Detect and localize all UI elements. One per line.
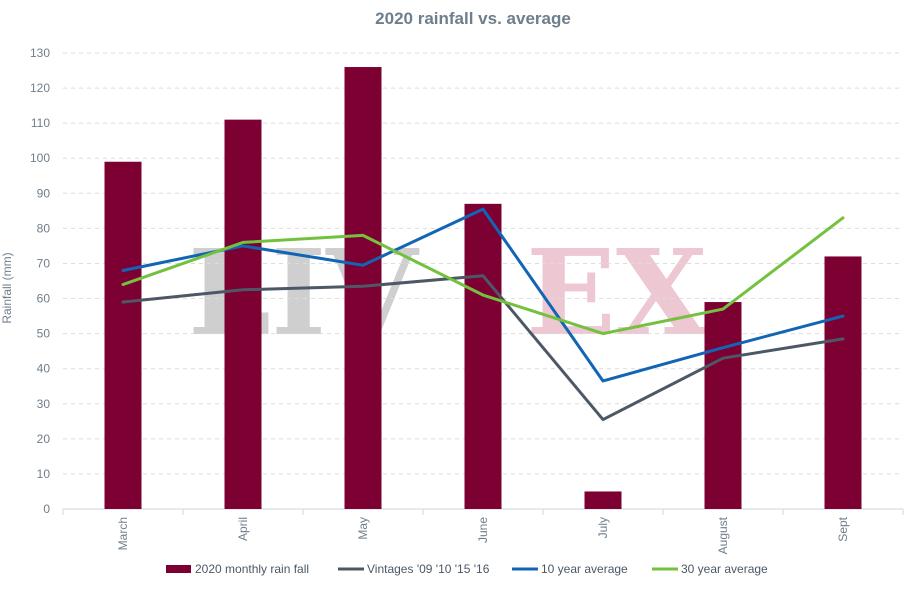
legend-item[interactable]: Vintages '09 '10 '15 '16 [338,562,490,576]
y-tick-label: 50 [37,327,51,341]
x-tick-label: March [116,517,130,550]
x-tick-label: Sept [836,516,850,541]
y-tick-label: 0 [43,502,50,516]
y-tick-label: 90 [37,186,51,200]
x-tick-label: August [716,516,730,554]
bar [584,491,622,509]
y-tick-label: 120 [30,81,50,95]
legend-label: 10 year average [541,562,628,576]
legend-item[interactable]: 10 year average [512,562,628,576]
bar [224,119,262,510]
y-axis-ticks: 0 10 20 30 40 50 60 70 80 90 100 110 120 130 [30,46,50,516]
x-axis: March April May June July August Sept [62,508,904,554]
bar [104,161,142,509]
line-series [121,207,845,422]
watermark-right: EX [526,223,708,362]
series-line [121,274,845,422]
x-tick-label: June [476,517,490,543]
y-tick-label: 70 [37,256,51,270]
x-tick-label: May [356,517,370,540]
y-tick-label: 20 [37,432,51,446]
y-axis-label: Rainfall (mm) [0,252,14,323]
bar [824,256,862,509]
watermark: LIV EX [188,223,708,362]
series-line [121,207,845,383]
y-tick-label: 80 [37,221,51,235]
legend-label: 2020 monthly rain fall [195,562,309,576]
legend-item[interactable]: 30 year average [652,562,768,576]
x-tick-label: July [596,517,610,538]
legend-label: 30 year average [681,562,768,576]
bar [464,203,502,510]
y-tick-label: 30 [37,397,51,411]
series-line [121,216,845,336]
y-tick-label: 40 [37,362,51,376]
legend-label: Vintages '09 '10 '15 '16 [367,562,490,576]
x-tick-label: April [236,517,250,541]
legend-swatch [166,565,191,573]
y-tick-label: 60 [37,292,51,306]
legend-item[interactable]: 2020 monthly rain fall [166,562,309,576]
bar [704,302,742,509]
y-tick-label: 100 [30,151,50,165]
y-tick-label: 130 [30,46,50,60]
y-tick-label: 10 [37,467,51,481]
y-tick-label: 110 [31,116,50,130]
bar-series [104,67,862,510]
legend: 2020 monthly rain fall Vintages '09 '10 '… [166,562,768,576]
chart-title: 2020 rainfall vs. average [375,9,571,28]
